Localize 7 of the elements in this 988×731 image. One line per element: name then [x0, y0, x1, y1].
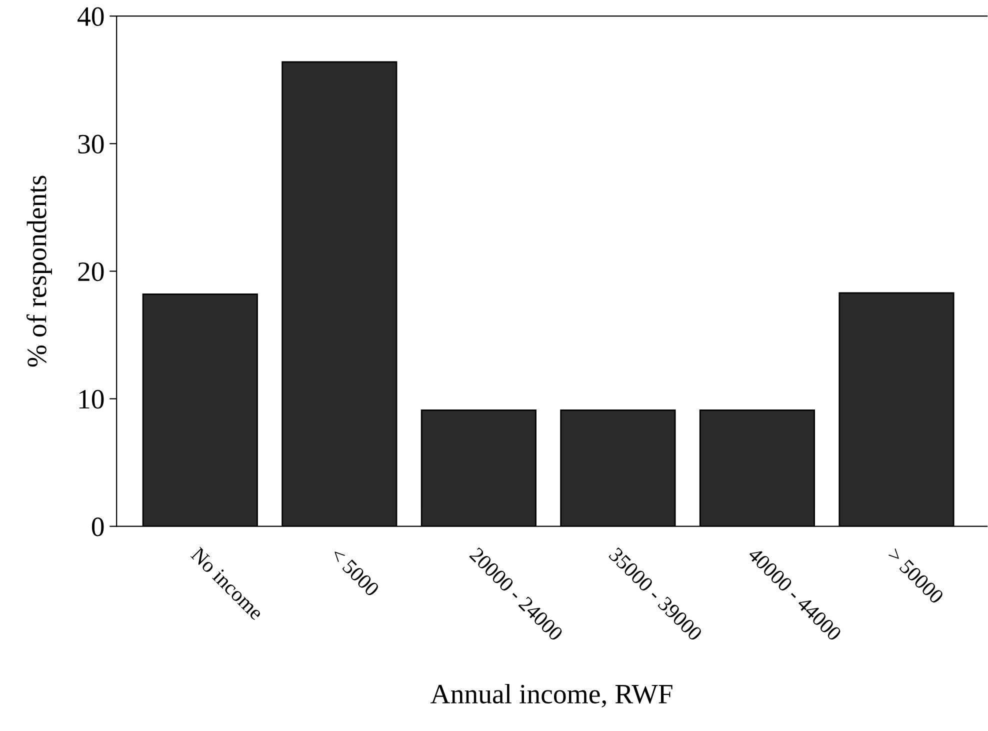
- y-tick-label: 0: [92, 517, 104, 536]
- y-axis-title: % of respondents: [26, 176, 52, 367]
- y-tick-label: 10: [79, 390, 104, 409]
- y-tick-label: 30: [78, 134, 104, 154]
- y-tick-label: 40: [78, 7, 104, 26]
- x-axis-title: Annual income, RWF: [430, 684, 672, 708]
- y-tick-label: 20: [78, 262, 104, 282]
